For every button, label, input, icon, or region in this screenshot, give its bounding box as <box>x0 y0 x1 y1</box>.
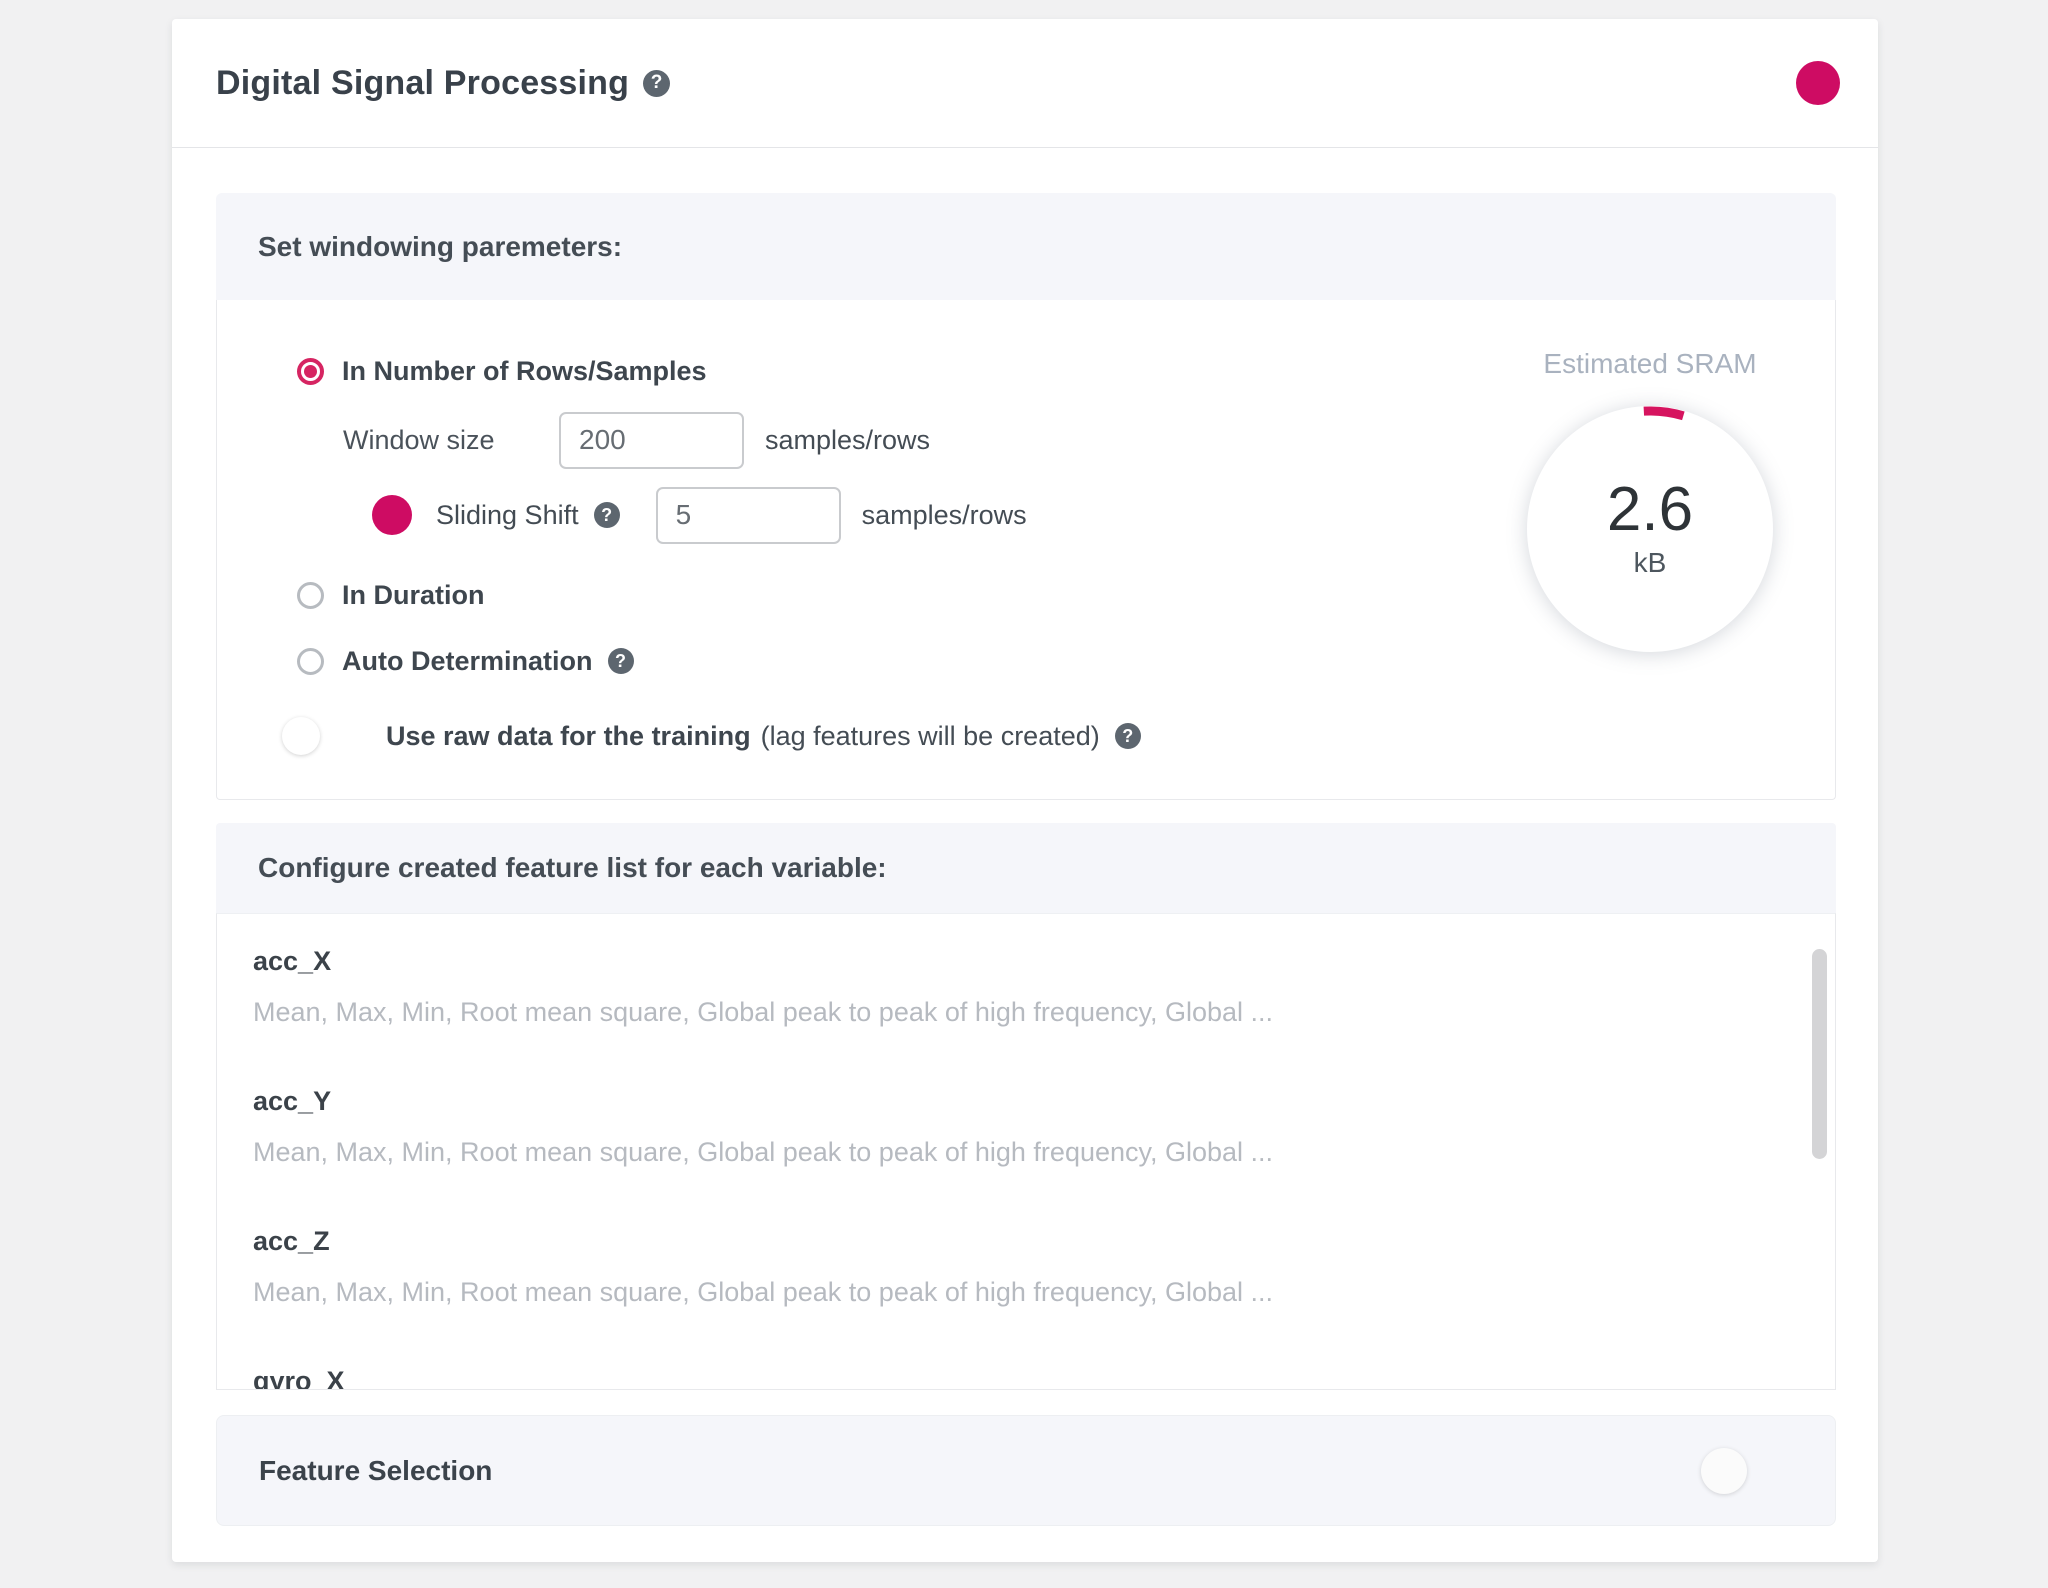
radio-number-of-rows-label: In Number of Rows/Samples <box>342 355 707 386</box>
feature-name: gyro_X <box>253 1366 345 1390</box>
features-section-header: Configure created feature list for each … <box>216 823 1836 913</box>
dsp-enable-toggle[interactable] <box>1760 61 1840 105</box>
radio-in-duration[interactable] <box>297 581 324 609</box>
features-section-title: Configure created feature list for each … <box>258 852 887 883</box>
sliding-shift-label: Sliding Shift <box>436 499 579 530</box>
feature-description: Mean, Max, Min, Root mean square, Global… <box>253 997 1274 1027</box>
windowing-section-header: Set windowing paremeters: <box>216 193 1836 300</box>
radio-row-auto-determination: Auto Determination ? <box>217 639 1835 683</box>
sliding-shift-row: Sliding Shift ? samples/rows <box>217 486 1835 544</box>
feature-name: acc_Z <box>253 1226 330 1256</box>
radio-auto-determination-label: Auto Determination <box>342 645 593 676</box>
window-size-label: Window size <box>343 424 495 455</box>
radio-row-in-duration: In Duration <box>217 573 1835 617</box>
feature-selection-section: Feature Selection <box>216 1415 1836 1526</box>
radio-dot <box>304 364 317 378</box>
sram-gauge-arc <box>1527 406 1773 652</box>
sram-gauge: 2.6 kB <box>1527 406 1773 652</box>
toggle-knob <box>372 495 412 535</box>
raw-data-row: Use raw data for the training (lag featu… <box>217 714 1835 758</box>
toggle-knob <box>1796 61 1840 105</box>
sram-unit: kB <box>1633 547 1667 578</box>
windowing-section-title: Set windowing paremeters: <box>258 230 623 262</box>
feature-description: Mean, Max, Min, Root mean square, Global… <box>253 1137 1274 1167</box>
sliding-shift-help-icon[interactable]: ? <box>593 502 620 528</box>
dsp-card: Digital Signal Processing ? Set windowin… <box>172 19 1878 1562</box>
feature-name: acc_X <box>253 946 332 976</box>
raw-data-help-icon[interactable]: ? <box>1114 723 1141 749</box>
feature-item-acc-z[interactable]: acc_Z Mean, Max, Min, Root mean square, … <box>253 1224 1775 1309</box>
radio-number-of-rows[interactable] <box>297 357 324 385</box>
feature-item-acc-x[interactable]: acc_X Mean, Max, Min, Root mean square, … <box>253 944 1775 1029</box>
windowing-panel: In Number of Rows/Samples Window size sa… <box>216 300 1836 800</box>
features-scrollbar-thumb[interactable] <box>1812 949 1827 1159</box>
sram-value: 2.6 <box>1606 475 1694 544</box>
page-title: Digital Signal Processing <box>216 63 630 102</box>
window-size-input[interactable] <box>559 411 744 469</box>
raw-data-label-suffix: (lag features will be created) <box>760 720 1100 751</box>
card-header: Digital Signal Processing ? <box>172 19 1878 148</box>
features-list: acc_X Mean, Max, Min, Root mean square, … <box>217 914 1835 1390</box>
sliding-shift-toggle[interactable] <box>344 495 412 535</box>
radio-auto-determination[interactable] <box>297 647 324 675</box>
radio-row-number-of-rows: In Number of Rows/Samples <box>217 349 1835 393</box>
sliding-shift-unit: samples/rows <box>861 499 1027 530</box>
feature-selection-toggle[interactable] <box>1701 1447 1779 1494</box>
feature-name: acc_Y <box>253 1086 332 1116</box>
feature-selection-title: Feature Selection <box>259 1454 493 1486</box>
sliding-shift-input[interactable] <box>655 486 841 544</box>
feature-item-gyro-x[interactable]: gyro_X <box>253 1364 1775 1390</box>
toggle-knob <box>1701 1447 1747 1494</box>
radio-in-duration-label: In Duration <box>342 579 485 610</box>
estimated-sram-block: Estimated SRAM 2.6 kB <box>1483 348 1817 652</box>
raw-data-toggle[interactable] <box>282 717 344 755</box>
window-size-unit: samples/rows <box>765 424 931 455</box>
feature-item-acc-y[interactable]: acc_Y Mean, Max, Min, Root mean square, … <box>253 1084 1775 1169</box>
raw-data-label: Use raw data for the training <box>386 720 751 751</box>
toggle-knob <box>282 717 320 755</box>
estimated-sram-label: Estimated SRAM <box>1543 348 1757 379</box>
features-panel: acc_X Mean, Max, Min, Root mean square, … <box>216 913 1836 1390</box>
auto-determination-help-icon[interactable]: ? <box>607 648 634 674</box>
feature-description: Mean, Max, Min, Root mean square, Global… <box>253 1277 1274 1307</box>
dsp-help-icon[interactable]: ? <box>643 69 671 97</box>
window-size-row: Window size samples/rows <box>217 411 1835 469</box>
